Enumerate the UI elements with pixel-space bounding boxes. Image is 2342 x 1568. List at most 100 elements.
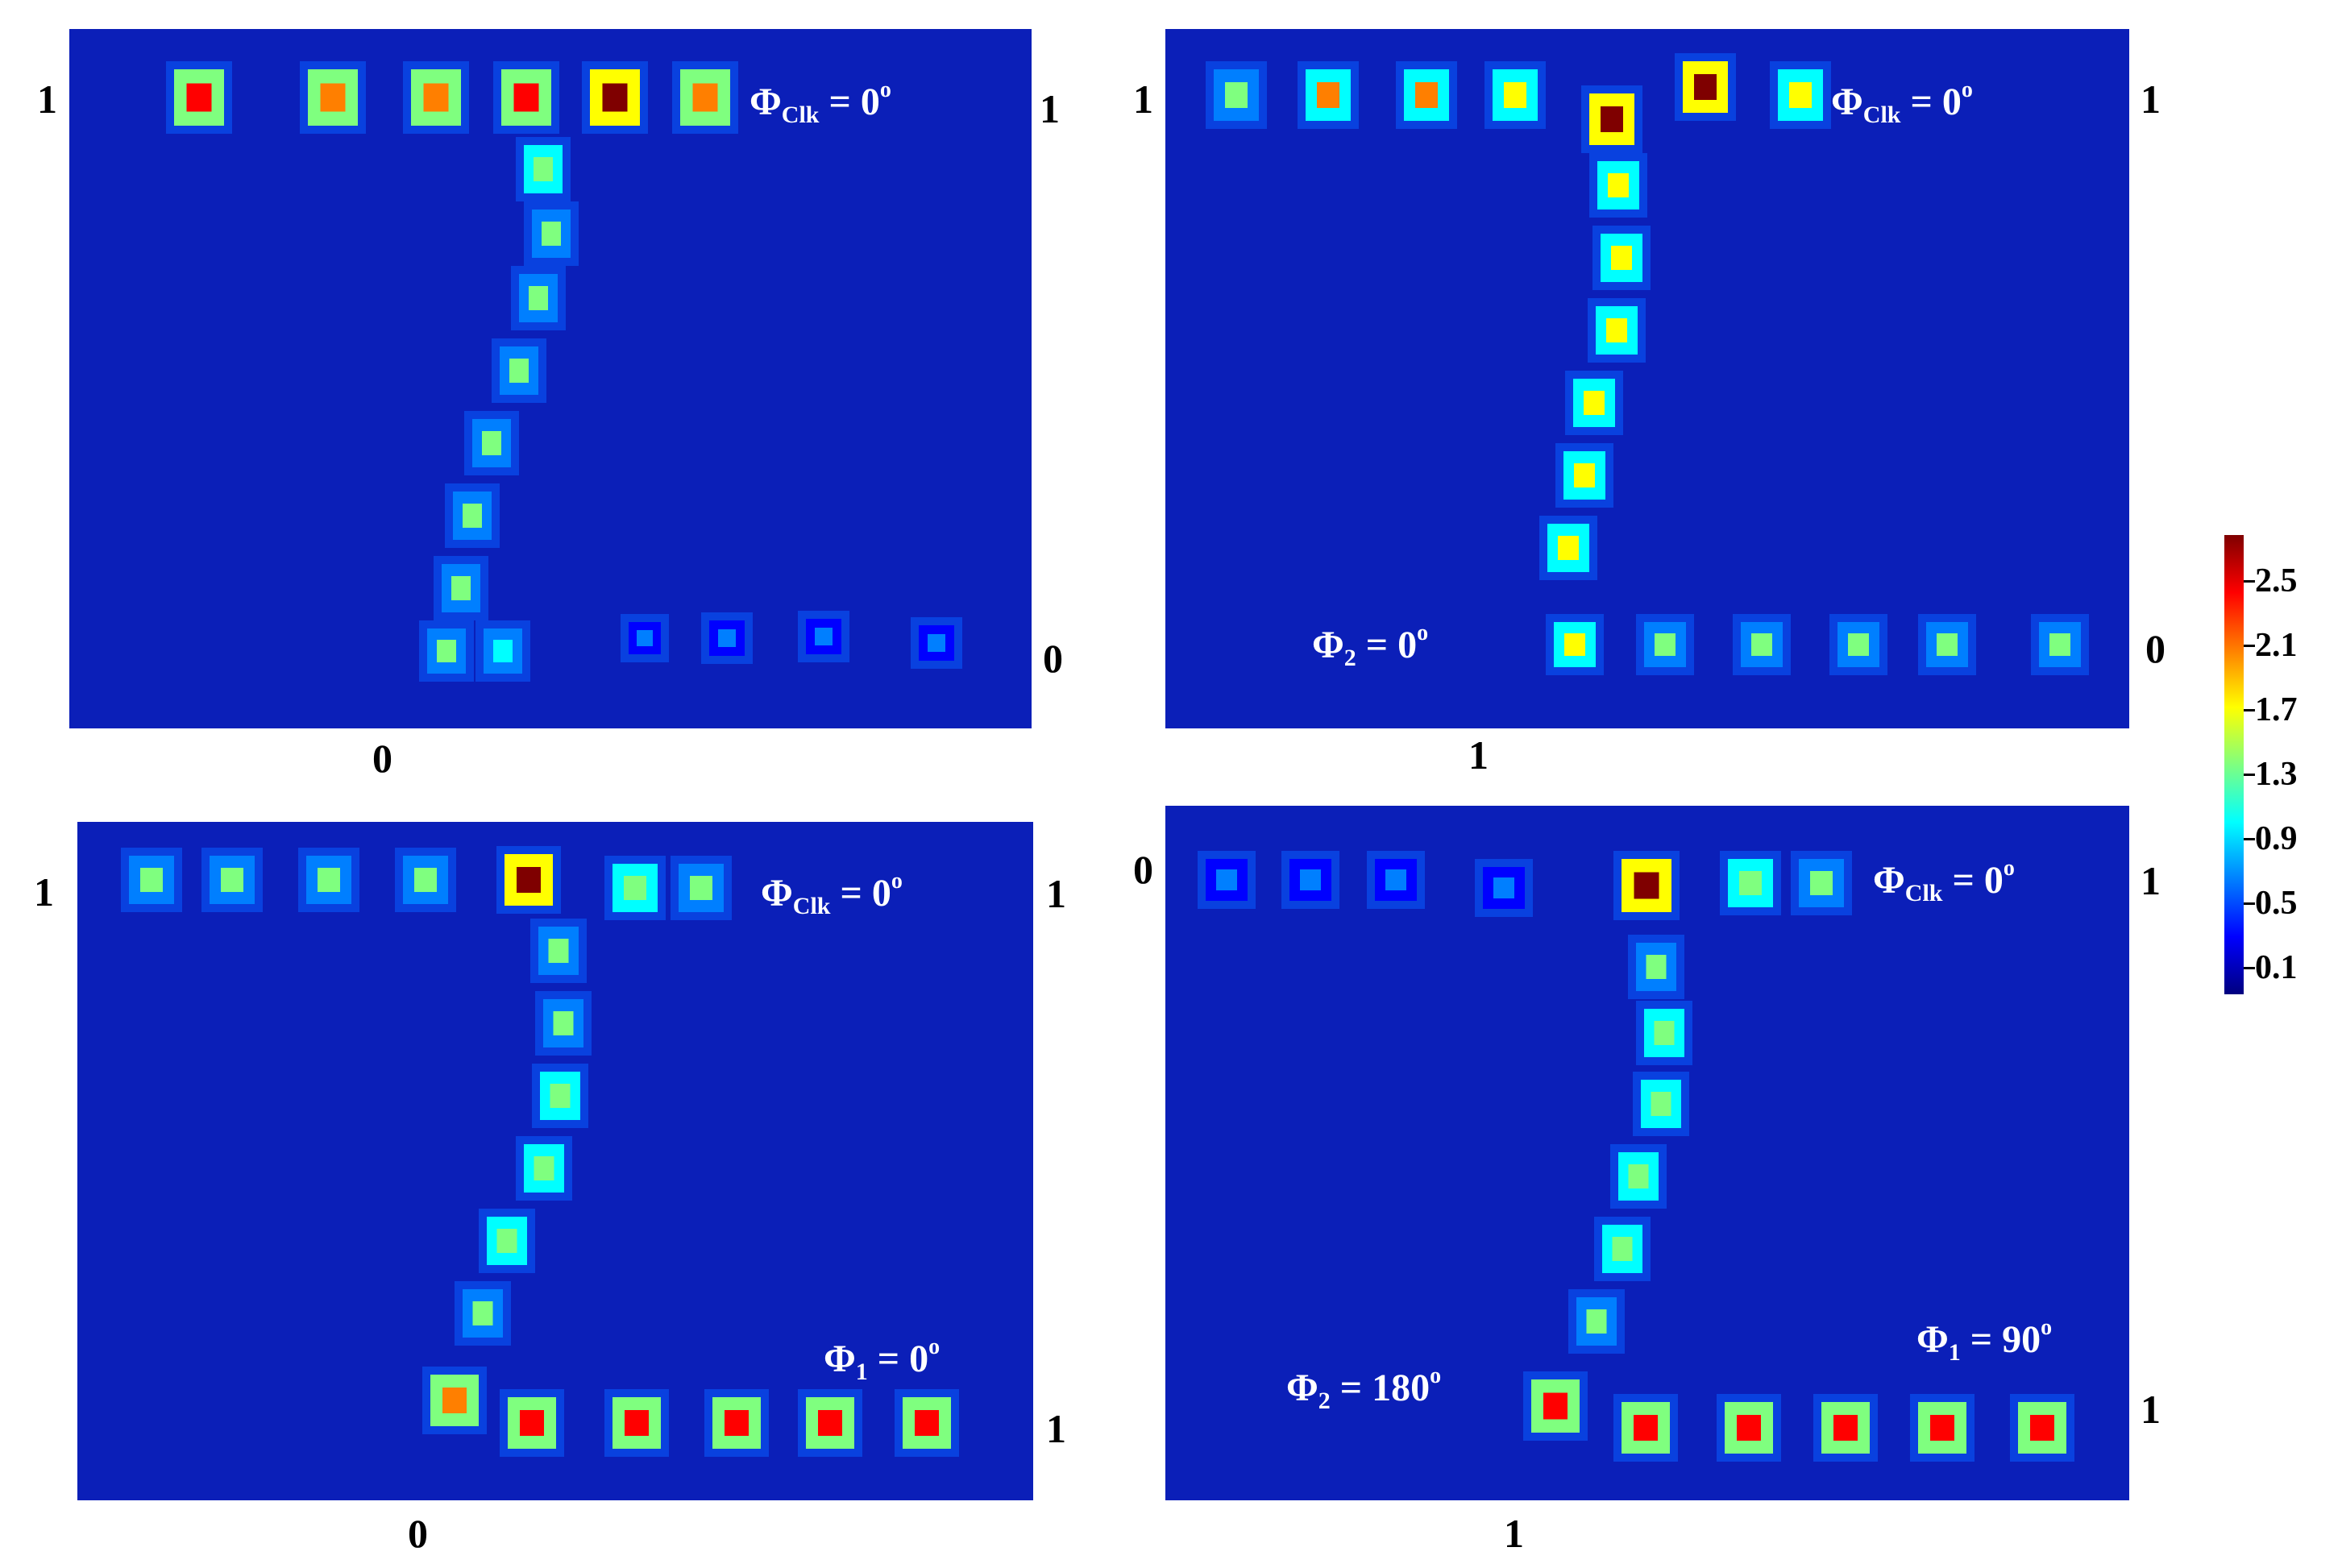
input-label-left: 1 bbox=[37, 77, 57, 122]
heatmap-bottom-left bbox=[77, 822, 1033, 1500]
heatmap-cell-core bbox=[534, 157, 553, 181]
heatmap-cell-core bbox=[1608, 173, 1629, 197]
heatmap-cell-core bbox=[625, 1410, 649, 1436]
heatmap-cell-core bbox=[186, 83, 212, 112]
colorbar-tick-label: 2.5 bbox=[2255, 562, 2298, 599]
panel-bottom-right: 0 1 1 1 ΦClk = 0o Φ1 = 90o Φ2 = 180o bbox=[1128, 798, 2224, 1568]
heatmap-cell-core bbox=[602, 83, 628, 112]
heatmap-cell-core bbox=[320, 83, 346, 112]
output-label-top-right: 1 bbox=[1040, 86, 1060, 131]
heatmap-cell-core bbox=[513, 83, 539, 112]
output-label-bottom-right: 1 bbox=[1046, 1406, 1066, 1451]
colorbar-tick-label: 0.5 bbox=[2255, 885, 2298, 922]
phase2-label: Φ2 = 0o bbox=[1312, 620, 1429, 671]
heatmap-cell-core bbox=[1634, 872, 1659, 899]
output-label-bottom-right: 0 bbox=[1043, 636, 1063, 681]
panel-top-right: 1 1 0 1 ΦClk = 0o Φ2 = 0o bbox=[1128, 0, 2224, 778]
heatmap-cell-core bbox=[2030, 1415, 2054, 1441]
heatmap-cell-core bbox=[718, 629, 736, 647]
heatmap-cell-core bbox=[140, 868, 163, 892]
input-label-left: 0 bbox=[1133, 847, 1153, 892]
heatmap-cell-core bbox=[1493, 877, 1514, 898]
heatmap-cell-core bbox=[818, 1410, 842, 1436]
heatmap-cell-core bbox=[1574, 463, 1595, 487]
heatmap-cell-core bbox=[1634, 1415, 1658, 1441]
clock-phase-label: ΦClk = 0o bbox=[1831, 77, 1973, 128]
heatmap-cell-core bbox=[725, 1410, 749, 1436]
heatmap-cell-core bbox=[1628, 1164, 1649, 1188]
heatmap-cell-core bbox=[451, 576, 471, 600]
heatmap-cell-core bbox=[482, 431, 501, 455]
heatmap-cell-core bbox=[414, 868, 437, 892]
colorbar-tick bbox=[2244, 774, 2255, 776]
input-label-left: 1 bbox=[34, 869, 54, 915]
heatmap-cell-core bbox=[463, 504, 482, 528]
heatmap-cell-core bbox=[1300, 869, 1321, 890]
heatmap-cell-core bbox=[692, 83, 718, 112]
phase2-label: Φ2 = 180o bbox=[1286, 1363, 1442, 1414]
input-label-bottom: 1 bbox=[1468, 732, 1489, 778]
colorbar-gradient bbox=[2224, 535, 2244, 994]
heatmap-cell-core bbox=[542, 222, 561, 246]
spin-wave-path-top-left bbox=[166, 61, 962, 682]
heatmap-cell-core bbox=[928, 634, 945, 652]
spin-wave-path-bottom-left bbox=[121, 846, 959, 1457]
heatmap-cell-core bbox=[1606, 318, 1627, 342]
heatmap-cell-core bbox=[1737, 1415, 1761, 1441]
heatmap-cell-core bbox=[1504, 82, 1526, 108]
input-label-bottom: 0 bbox=[372, 736, 392, 781]
spin-wave-path-top-right bbox=[1206, 53, 2089, 675]
heatmap-cell-core bbox=[1651, 1092, 1671, 1116]
heatmap-cell-core bbox=[553, 1011, 574, 1035]
heatmap-cell-core bbox=[442, 1388, 467, 1413]
spin-wave-path-bottom-right bbox=[1198, 851, 2074, 1462]
colorbar-tick bbox=[2244, 902, 2255, 905]
input-label-left: 1 bbox=[1133, 77, 1153, 122]
heatmap-cell-core bbox=[221, 868, 243, 892]
heatmap-cell-core bbox=[1810, 871, 1833, 895]
colorbar-tick bbox=[2244, 709, 2255, 711]
heatmap-cell-core bbox=[1937, 633, 1958, 656]
heatmap-cell-core bbox=[690, 876, 712, 900]
heatmap-cell-core bbox=[509, 359, 529, 383]
heatmap-cell-core bbox=[1385, 869, 1406, 890]
colorbar-tick bbox=[2244, 580, 2255, 583]
heatmap-cell-core bbox=[1543, 1392, 1568, 1420]
heatmap-cell-core bbox=[437, 640, 456, 662]
heatmap-cell-core bbox=[493, 640, 513, 662]
colorbar-tick-label: 0.9 bbox=[2255, 820, 2298, 857]
heatmap-cell-core bbox=[1601, 106, 1623, 132]
clock-phase-label: ΦClk = 0o bbox=[1873, 856, 2015, 906]
output-label-bottom-right: 0 bbox=[2145, 626, 2166, 671]
heatmap-cell-core bbox=[548, 939, 569, 963]
colorbar-tick bbox=[2244, 838, 2255, 840]
heatmap-bottom-right bbox=[1165, 806, 2129, 1500]
input-label-bottom: 1 bbox=[1504, 1511, 1524, 1556]
colorbar-tick-label: 1.7 bbox=[2255, 691, 2298, 728]
colorbar-tick bbox=[2244, 967, 2255, 969]
heatmap-cell-core bbox=[1646, 955, 1667, 979]
heatmap-cell-core bbox=[1611, 246, 1632, 270]
heatmap-cell-core bbox=[318, 868, 340, 892]
heatmap-cell-core bbox=[550, 1084, 571, 1108]
heatmap-cell-core bbox=[1930, 1415, 1954, 1441]
heatmap-cell-core bbox=[1833, 1415, 1858, 1441]
heatmap-cell-core bbox=[1586, 1309, 1607, 1334]
output-label-top-right: 1 bbox=[1046, 871, 1066, 916]
heatmap-cell-core bbox=[815, 628, 833, 645]
heatmap-cell-core bbox=[1317, 82, 1339, 108]
heatmap-cell-core bbox=[1739, 871, 1762, 895]
heatmap-top-left bbox=[69, 29, 1032, 728]
phase1-label: Φ1 = 90o bbox=[1916, 1315, 2053, 1366]
heatmap-cell-core bbox=[1694, 74, 1717, 100]
heatmap-cell-core bbox=[1564, 633, 1585, 656]
colorbar-tick-label: 1.3 bbox=[2255, 756, 2298, 793]
panel-bottom-left: 1 1 1 0 ΦClk = 0o Φ1 = 0o bbox=[0, 798, 1128, 1568]
heatmap-cell-core bbox=[1848, 633, 1869, 656]
heatmap-top-right bbox=[1165, 29, 2129, 728]
colorbar-tick-label: 2.1 bbox=[2255, 627, 2298, 664]
phase1-label: Φ1 = 0o bbox=[824, 1334, 941, 1385]
heatmap-cell-core bbox=[529, 286, 548, 310]
heatmap-cell-core bbox=[1751, 633, 1772, 656]
heatmap-cell-core bbox=[472, 1301, 493, 1325]
